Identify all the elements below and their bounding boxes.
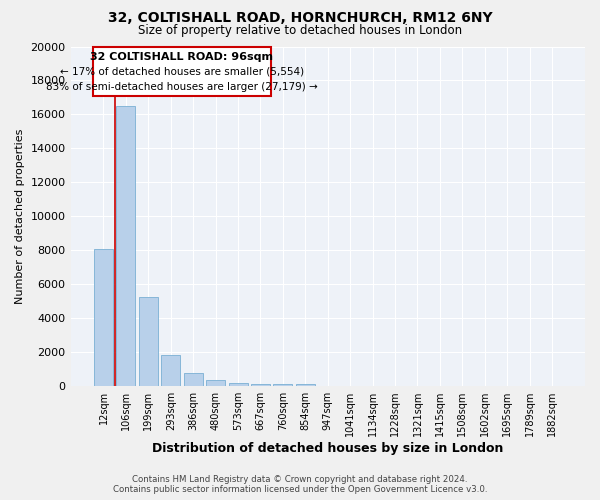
Text: 83% of semi-detached houses are larger (27,179) →: 83% of semi-detached houses are larger (… [46,82,317,92]
Text: 32 COLTISHALL ROAD: 96sqm: 32 COLTISHALL ROAD: 96sqm [90,52,273,62]
Text: 32, COLTISHALL ROAD, HORNCHURCH, RM12 6NY: 32, COLTISHALL ROAD, HORNCHURCH, RM12 6N… [107,11,493,25]
Bar [296,384,315,386]
Text: Contains HM Land Registry data © Crown copyright and database right 2024.
Contai: Contains HM Land Registry data © Crown c… [113,474,487,494]
Text: Size of property relative to detached houses in London: Size of property relative to detached ho… [138,24,462,37]
Bar [206,380,225,386]
Bar [184,372,203,386]
Bar [116,106,136,386]
X-axis label: Distribution of detached houses by size in London: Distribution of detached houses by size … [152,442,503,455]
Bar [251,384,270,386]
Bar [94,250,113,386]
Y-axis label: Number of detached properties: Number of detached properties [15,128,25,304]
Bar [229,383,248,386]
Bar [92,46,271,96]
Text: ← 17% of detached houses are smaller (5,554): ← 17% of detached houses are smaller (5,… [59,66,304,76]
Bar [161,354,180,386]
Bar [274,384,292,386]
Bar [139,297,158,386]
